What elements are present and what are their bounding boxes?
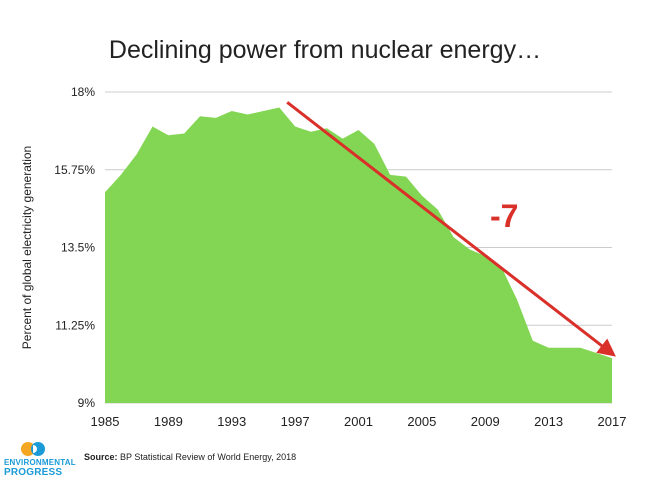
y-tick-label: 9% [78,396,96,410]
x-tick-label: 1997 [281,414,310,429]
source-note: Source: BP Statistical Review of World E… [84,452,296,462]
y-tick-label: 18% [71,85,95,99]
x-tick-label: 2005 [407,414,436,429]
y-tick-label: 13.5% [61,241,95,255]
x-tick-label: 1993 [217,414,246,429]
x-tick-label: 2013 [534,414,563,429]
x-axis-ticks: 1985 1989 1993 1997 2001 2005 2009 2013 2017 [91,414,627,429]
y-axis-ticks: 18% 15.75% 13.5% 11.25% 9% [54,85,95,410]
trend-arrow [286,101,616,357]
logo-word-environmental: ENVIRONMENTAL [4,458,76,467]
chart-title: Declining power from nuclear energy… [108,36,542,64]
logo-word-progress: PROGRESS [4,467,63,478]
x-tick-label: 2001 [344,414,373,429]
nuclear-share-area [105,107,612,404]
y-axis-label: Percent of global electricity generation [20,146,34,349]
x-tick-label: 2009 [471,414,500,429]
x-tick-label: 2017 [598,414,627,429]
y-tick-label: 11.25% [55,318,95,332]
x-tick-label: 1985 [91,414,120,429]
y-tick-label: 15.75% [54,163,95,177]
environmental-progress-logo: ENVIRONMENTAL PROGRESS [4,440,76,478]
source-text: BP Statistical Review of World Energy, 2… [120,452,297,462]
decline-annotation: -7 [490,198,518,234]
x-tick-label: 1989 [154,414,183,429]
source-label: Source: [84,452,118,462]
logo-mark-icon [20,440,46,458]
